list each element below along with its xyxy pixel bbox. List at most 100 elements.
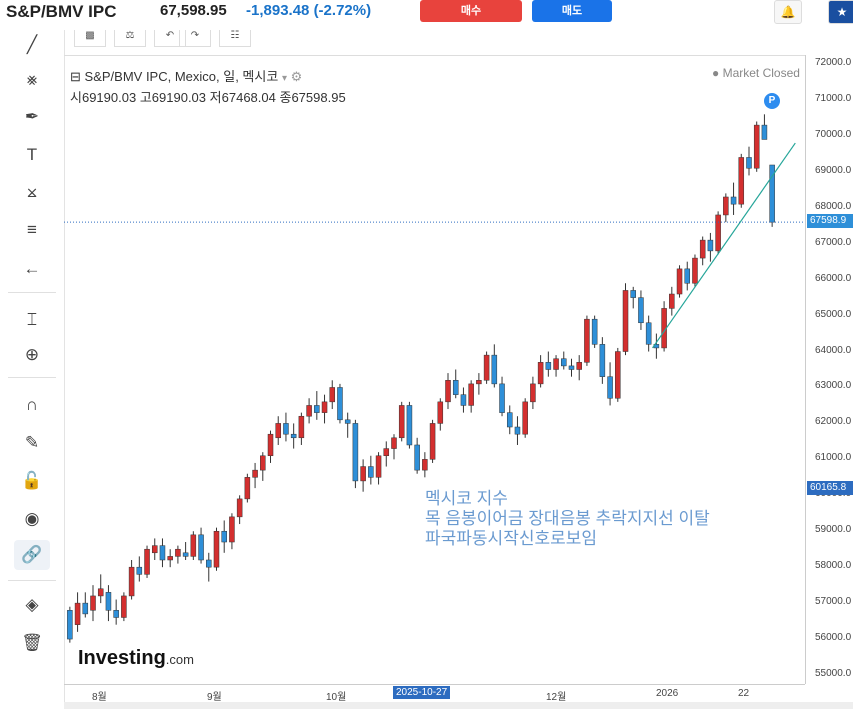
time-axis[interactable]: 8월 9월 10월 2025-10-27 12월 2026 22 [64, 684, 805, 703]
open-label: 시 [70, 90, 82, 105]
candle-body [306, 405, 312, 417]
lock-drawings-icon[interactable]: ✎ [24, 433, 40, 452]
bottom-scrollbar[interactable] [64, 702, 853, 709]
fib-icon[interactable]: ≡ [27, 220, 37, 239]
layers-icon[interactable]: ◈ [25, 595, 39, 614]
candle-body [669, 293, 675, 309]
sell-button[interactable]: 매도 [532, 0, 612, 22]
candle-body [267, 433, 274, 457]
candle-body [553, 358, 559, 370]
candle-body [113, 610, 119, 618]
annotation-line-1: 멕시코 지수 [425, 489, 508, 508]
open-value: 69190.03 [81, 90, 137, 105]
candle-body [97, 588, 104, 597]
price-axis[interactable]: 72000.0 71000.0 70000.0 69000.0 68000.0 67000… [805, 55, 853, 684]
dropdown-icon[interactable]: ▾ [281, 73, 287, 84]
template-icon[interactable]: ☷ [219, 30, 251, 47]
ruler-icon[interactable]: ⌶ [26, 310, 38, 329]
candle-body [206, 559, 212, 568]
candle-body [329, 387, 336, 403]
x-tick-label: 22 [738, 688, 750, 699]
x-tick-label: 9월 [207, 692, 222, 703]
candle-body [429, 423, 436, 460]
y-tick-label: 70000.0 [815, 128, 852, 140]
low-value: 67468.04 [221, 90, 276, 105]
y-tick-label: 68000.0 [815, 200, 852, 212]
price-change: -1,893.48 (-2.72%) [246, 2, 371, 19]
candle-body [175, 548, 181, 557]
support-trendline [652, 142, 796, 349]
trash-icon[interactable]: 🗑 [21, 633, 43, 652]
magnet-icon[interactable]: ∩ [25, 395, 39, 414]
candle-body [90, 595, 96, 611]
zoom-in-icon[interactable]: ⊕ [24, 345, 40, 364]
link-icon[interactable]: 🔗 [14, 540, 50, 570]
y-tick-label: 55000.0 [815, 668, 852, 679]
pattern-icon[interactable]: ⨲ [27, 182, 37, 201]
x-tick-label: 8월 [92, 692, 107, 703]
star-icon[interactable]: ★ [828, 0, 853, 24]
brush-icon[interactable]: ✒ [24, 107, 40, 126]
y-tick-label: 56000.0 [815, 632, 852, 644]
candle-body [645, 322, 652, 345]
chart-toolbar: ▩ ⚖ ↶ ↷ ☷ [64, 30, 804, 48]
redo-icon[interactable]: ↷ [179, 30, 211, 47]
x-tick-label: 2026 [656, 688, 679, 699]
symbol-name: S&P/BMV IPC [6, 2, 117, 21]
y-tick-label: 67000.0 [815, 236, 852, 248]
candle-body [167, 556, 173, 561]
chart-area[interactable] [64, 55, 805, 685]
candle-body [445, 380, 451, 403]
p-badge-icon[interactable]: P [764, 93, 780, 109]
candle-body [576, 362, 582, 370]
candle-body [491, 354, 498, 385]
market-status: ● Market Closed [712, 66, 800, 80]
chart-annotation[interactable]: 멕시코 지수 목 음봉이어금 장대음봉 추락지지선 이탈 파국파동시작신호로보임 [425, 489, 710, 549]
selected-date: 2025-10-27 [393, 686, 451, 699]
x-tick-label: 12월 [546, 692, 567, 703]
candle-body [391, 437, 397, 449]
x-tick-label: 10월 [326, 692, 347, 703]
unlock-icon[interactable]: 🔓 [21, 471, 43, 490]
candle-body [468, 383, 474, 406]
back-arrow-icon[interactable]: ← [23, 259, 41, 278]
candle-body [514, 426, 521, 435]
last-price: 67,598.95 [160, 2, 227, 19]
candle-body [561, 358, 567, 367]
candle-body [715, 214, 721, 252]
text-icon[interactable]: T [26, 145, 38, 164]
buy-button[interactable]: 매수 [420, 0, 522, 22]
high-label: 고 [139, 90, 152, 105]
candle-body [236, 498, 243, 518]
candle-body [545, 362, 552, 370]
settings-icon[interactable]: ⚙ [290, 69, 303, 84]
candle-body [182, 552, 189, 557]
candle-body [568, 365, 575, 370]
candle-body [460, 394, 467, 406]
add-alert-icon[interactable]: 🔔 [774, 0, 802, 24]
eye-icon[interactable]: ◉ [24, 509, 40, 528]
candlestick-chart [64, 114, 805, 643]
collapse-icon[interactable]: ⊟ [70, 69, 81, 84]
candle-body [738, 157, 745, 205]
y-tick-label: 63000.0 [815, 380, 852, 392]
candle-body [229, 516, 235, 543]
candle-body [422, 459, 428, 471]
trend-line-icon[interactable]: ╱ [26, 35, 38, 54]
candle-body [221, 530, 227, 543]
candle-body [67, 610, 73, 640]
pitchfork-icon[interactable]: ⨳ [26, 70, 38, 89]
y-tick-label: 61000.0 [815, 452, 852, 464]
change-value: -1,893.48 [246, 2, 310, 19]
candle-body [368, 466, 374, 478]
bar-type-icon[interactable]: ▩ [74, 30, 106, 47]
candle-body [105, 592, 112, 611]
divider [8, 292, 56, 293]
indicators-icon[interactable]: ⚖ [114, 30, 146, 47]
candle-body [198, 534, 204, 561]
candle-body [375, 455, 382, 478]
candle-body [638, 297, 644, 324]
ohlc-legend: 시69190.03 고69190.03 저67468.04 종67598.95 [70, 87, 346, 106]
undo-icon[interactable]: ↶ [154, 30, 186, 47]
candle-body [144, 548, 150, 575]
